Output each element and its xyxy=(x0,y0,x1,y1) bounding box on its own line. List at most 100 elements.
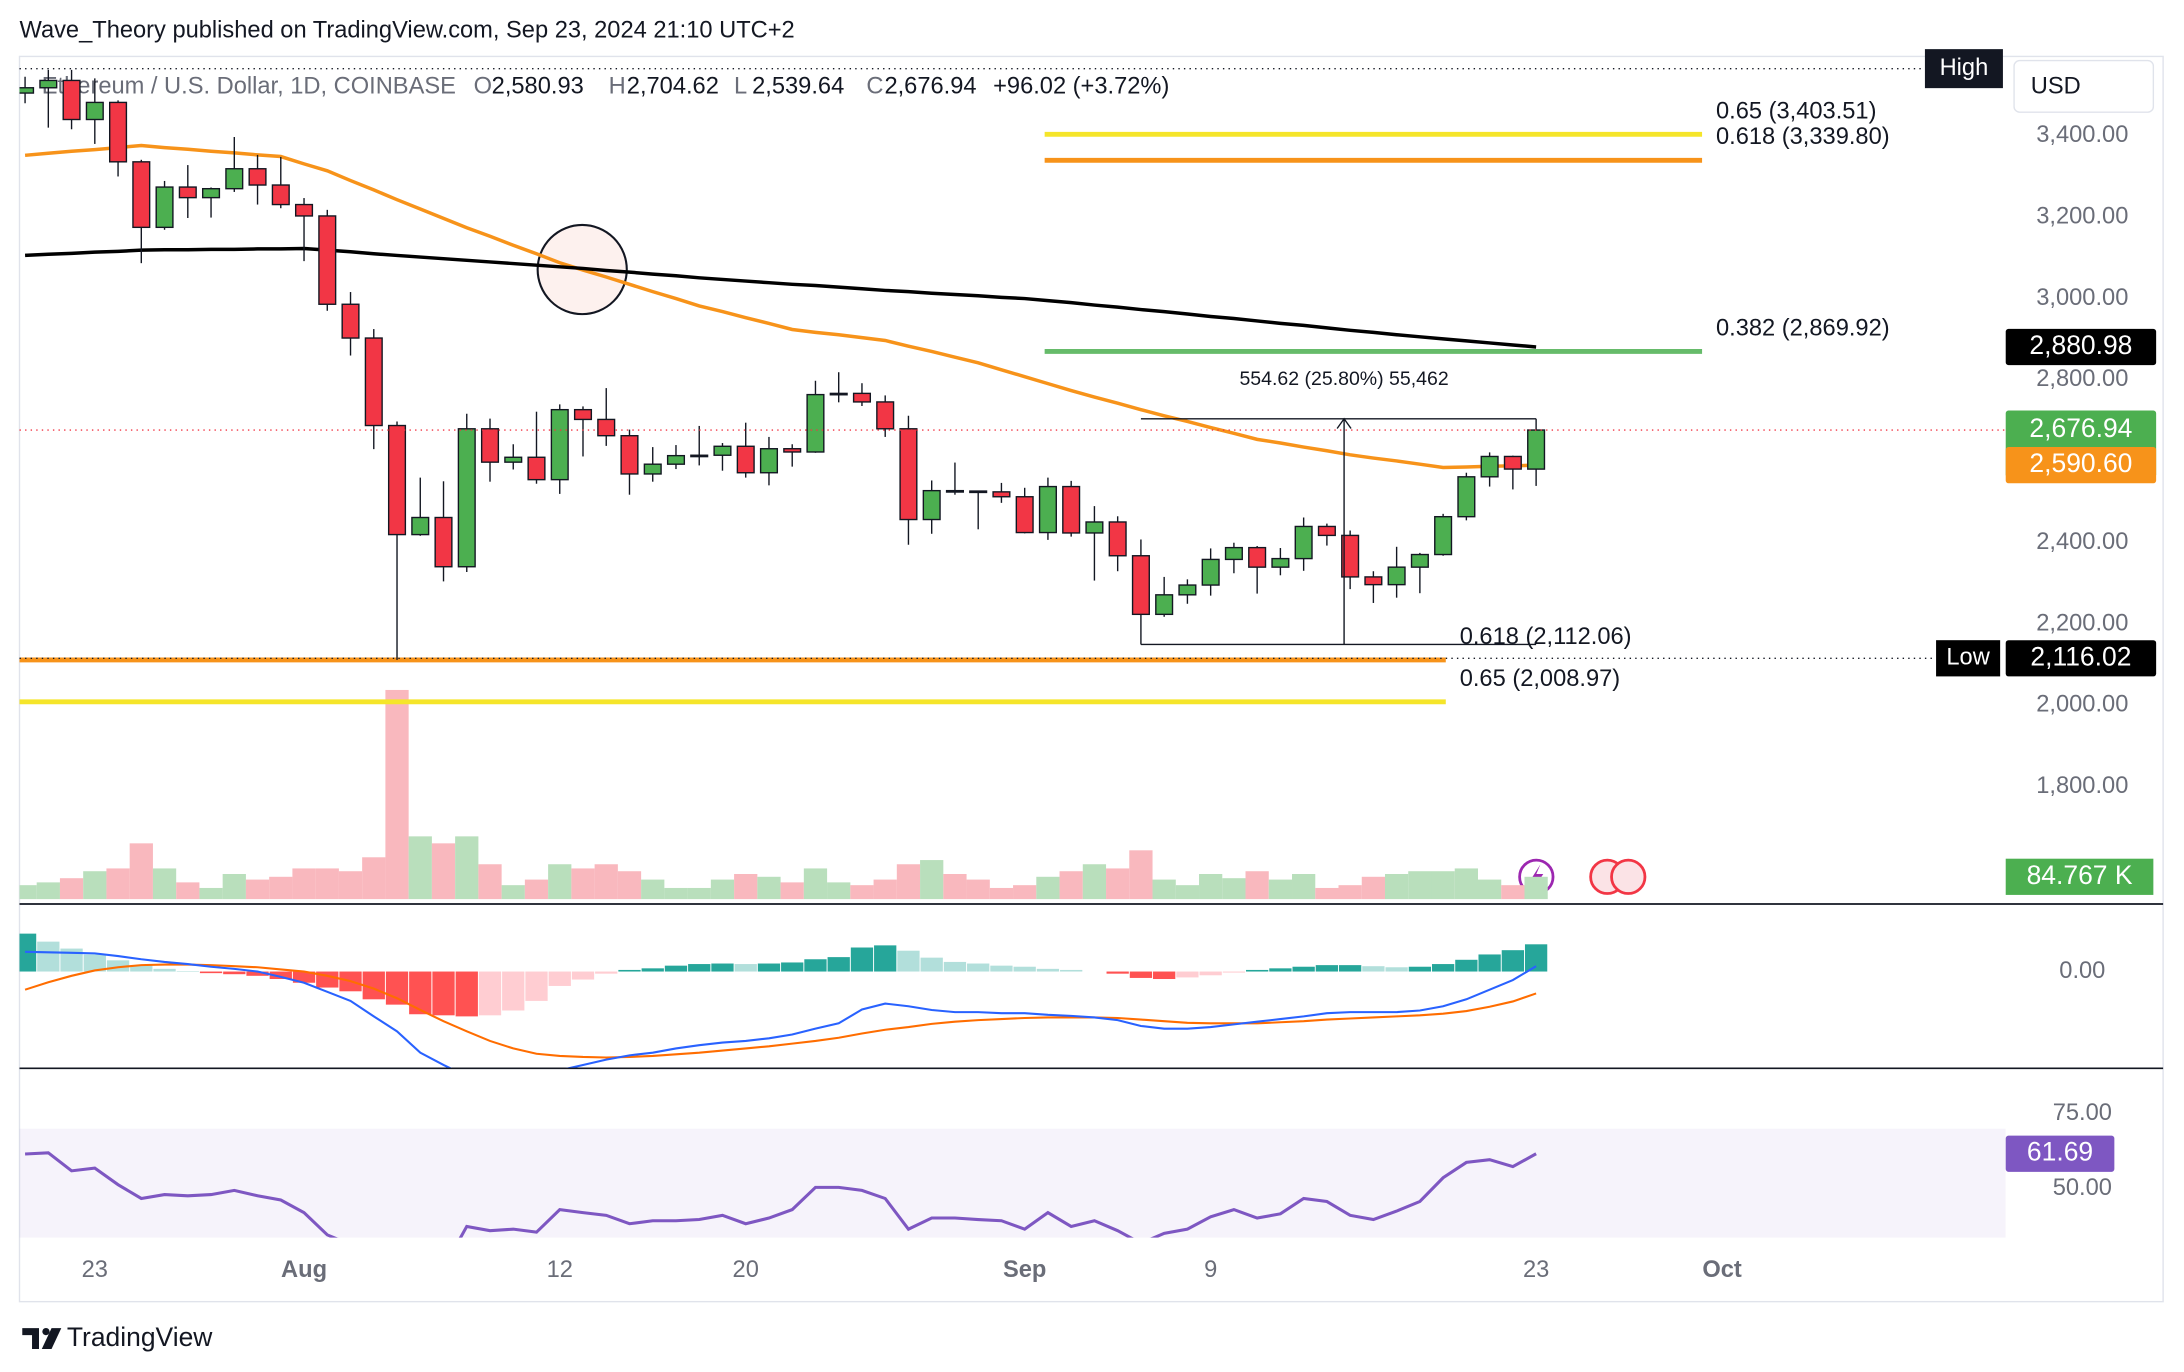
price-tag-box xyxy=(2005,447,2157,484)
macd-histogram-bar xyxy=(943,961,967,972)
event-icon[interactable] xyxy=(1610,858,1647,895)
volume-bar xyxy=(1152,879,1176,900)
brand-logo xyxy=(22,1327,62,1349)
low-marker-box xyxy=(1936,640,2001,677)
macd-tick-label: 0.00 xyxy=(2059,958,2105,984)
price-tag: 2,676.94 xyxy=(2029,413,2132,443)
legend-value: 2,580.93 xyxy=(492,73,584,99)
macd-histogram-bar xyxy=(1222,971,1246,973)
candle-body xyxy=(225,168,244,190)
macd-histogram-bar xyxy=(1269,968,1292,972)
legend-value: 2,704.62 xyxy=(627,73,719,99)
macd-histogram-bar xyxy=(1036,968,1060,972)
main-layer xyxy=(19,69,1703,705)
volume-bar xyxy=(850,885,874,900)
volume-bar xyxy=(1222,878,1246,900)
candle-body xyxy=(666,454,686,465)
macd-histogram-bar xyxy=(641,968,664,972)
volume-bar xyxy=(1361,876,1386,900)
volume-bar xyxy=(687,887,711,900)
macd-histogram-bar xyxy=(525,971,548,1001)
volume-bar xyxy=(176,882,200,900)
macd-histogram-bar xyxy=(897,950,920,972)
legend-key: H xyxy=(609,73,626,99)
low-marker: Low xyxy=(1946,645,1990,671)
volume-bar xyxy=(780,882,804,900)
volume-bar xyxy=(1292,874,1316,900)
macd-histogram-bar xyxy=(1129,971,1153,978)
macd-histogram-bar xyxy=(688,964,711,972)
macd-histogram-bar xyxy=(432,971,455,1016)
high-marker: High xyxy=(1940,55,1989,81)
logo-part xyxy=(42,1327,50,1336)
volume-bar xyxy=(1129,850,1153,900)
candle-body xyxy=(109,101,128,163)
macd-histogram-bar xyxy=(176,971,199,972)
byline: Wave_Theory published on TradingView.com… xyxy=(19,18,794,44)
rsi-layer xyxy=(19,1128,2006,1238)
macd-histogram-bar xyxy=(362,971,385,1000)
candle-body xyxy=(573,408,593,421)
candle-body xyxy=(1131,555,1150,616)
chart-frame xyxy=(18,55,2164,1303)
volume-bar xyxy=(455,836,479,900)
volume-bar xyxy=(245,879,270,900)
macd-histogram-bar xyxy=(385,971,409,1005)
candle-body xyxy=(178,186,197,199)
volume-bar xyxy=(362,857,386,900)
macd-histogram-bar xyxy=(1199,971,1222,976)
price-tag: 2,116.02 xyxy=(2030,641,2131,671)
legend-change: +96.02 (+3.72%) xyxy=(993,73,1169,99)
candle-body xyxy=(85,101,104,121)
candle-body xyxy=(1201,558,1220,586)
macd-histogram-bar xyxy=(711,963,734,972)
macd-histogram-bar xyxy=(990,965,1013,972)
macd-histogram-bar xyxy=(967,963,990,972)
candle-body xyxy=(713,445,732,456)
logo-part xyxy=(22,1328,39,1349)
fib-label: 0.382 (2,869.92) xyxy=(1716,315,1890,341)
arrow-head xyxy=(1336,417,1352,429)
candle-body xyxy=(62,79,81,121)
price-tag: 2,880.98 xyxy=(2029,330,2132,360)
macd-histogram-bar xyxy=(502,971,525,1011)
macd-histogram-bar xyxy=(1338,965,1362,972)
candle-body xyxy=(992,491,1011,498)
volume-bar xyxy=(408,836,432,900)
volume-bar xyxy=(385,689,409,900)
candle-body xyxy=(1108,521,1127,557)
candle-body xyxy=(1503,455,1522,470)
fib-label: 0.618 (2,112.06) xyxy=(1460,624,1632,650)
candle-body xyxy=(806,393,825,453)
volume-bar xyxy=(548,864,572,900)
volume-bar xyxy=(1338,885,1362,900)
macd-histogram-bar xyxy=(827,957,850,972)
moving-average xyxy=(24,246,1537,349)
macd-histogram-bar xyxy=(409,971,432,1015)
rsi-tick-label: 75.00 xyxy=(2053,1100,2112,1126)
candle-body xyxy=(1387,566,1406,586)
candle-body xyxy=(132,161,151,229)
candle-body xyxy=(1341,534,1360,578)
macd-signal-line xyxy=(24,963,1537,1059)
volume-bar xyxy=(803,868,828,900)
macd-histogram-bar xyxy=(1106,971,1129,974)
currency-box[interactable] xyxy=(2013,59,2155,113)
volume-bar xyxy=(827,882,851,900)
x-tick-label: 23 xyxy=(82,1257,108,1283)
macd-histogram-bar xyxy=(1385,967,1408,972)
macd-histogram-bar xyxy=(478,971,502,1016)
candle-body xyxy=(690,454,709,458)
candle-body xyxy=(1155,594,1174,616)
candle-body xyxy=(736,445,755,474)
volume-bar xyxy=(641,879,665,900)
candle-body xyxy=(643,463,662,475)
candle-body xyxy=(1410,553,1429,568)
volume-layer xyxy=(19,689,1548,900)
macd-histogram-bar xyxy=(153,968,176,972)
volume-bar xyxy=(1082,864,1107,900)
macd-histogram-bar xyxy=(83,954,106,972)
candle-body xyxy=(550,408,569,481)
